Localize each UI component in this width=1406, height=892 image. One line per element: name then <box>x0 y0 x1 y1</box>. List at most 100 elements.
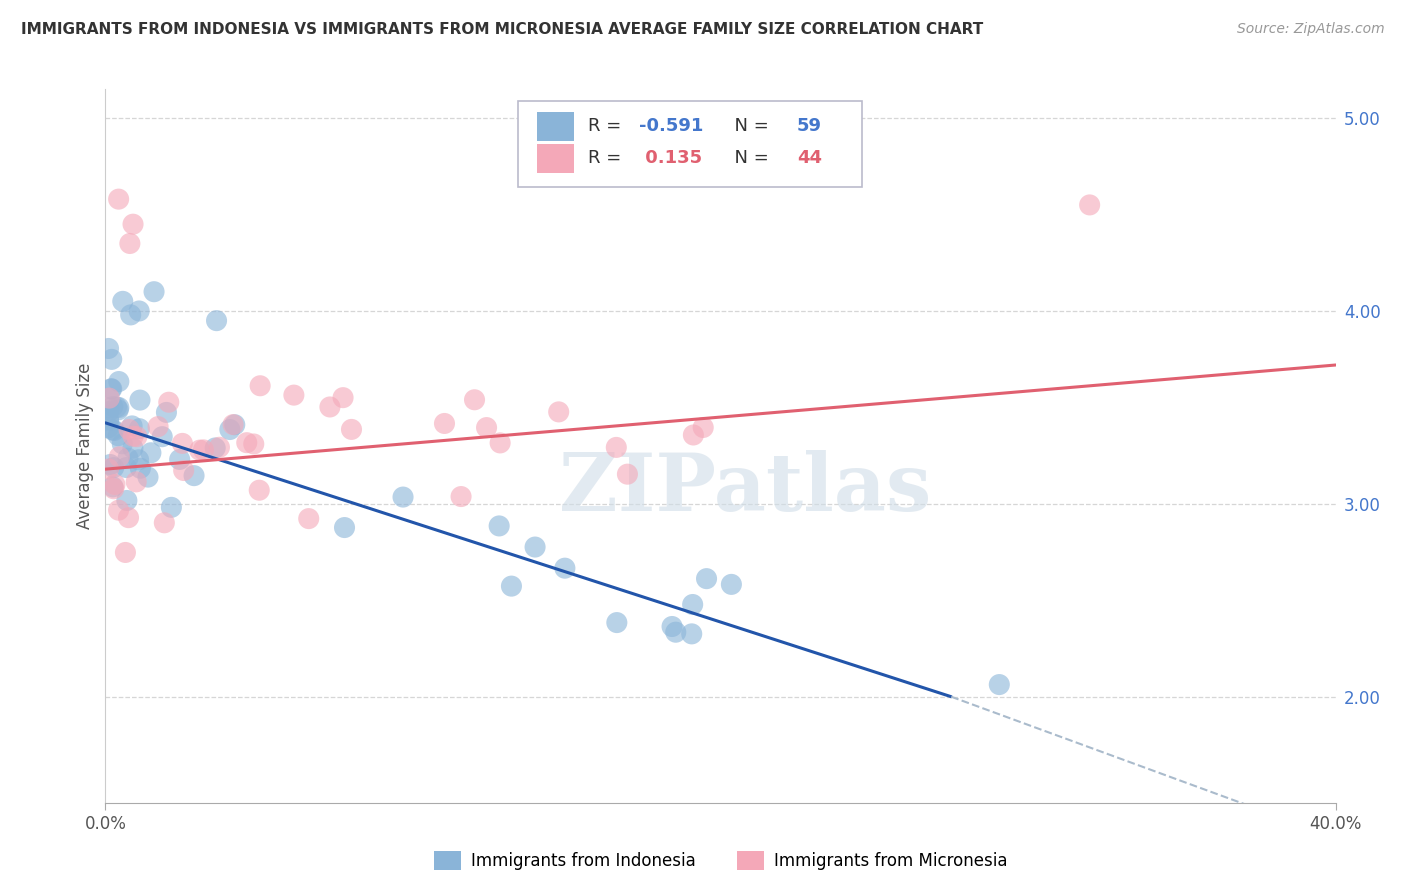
Point <box>97 413 120 427</box>
Text: 44: 44 <box>797 150 823 168</box>
Point <box>103 460 125 475</box>
Point <box>128 422 150 436</box>
Point <box>665 625 688 640</box>
Text: R =: R = <box>588 118 627 136</box>
Point <box>97 421 120 435</box>
Point <box>298 511 321 525</box>
Point <box>146 419 169 434</box>
Point <box>333 520 356 534</box>
Point <box>98 401 121 415</box>
Point <box>489 436 512 450</box>
Point <box>501 579 523 593</box>
Point <box>101 423 124 437</box>
Point <box>125 430 148 444</box>
Point <box>524 540 547 554</box>
Point <box>122 217 145 231</box>
Point <box>150 430 173 444</box>
Point <box>433 417 456 431</box>
Point <box>101 400 124 414</box>
Text: 59: 59 <box>797 118 823 136</box>
Point <box>616 467 638 482</box>
Point <box>682 598 704 612</box>
Point <box>155 405 177 419</box>
Point <box>122 429 145 443</box>
Point <box>107 503 129 517</box>
Point <box>108 450 131 464</box>
Point <box>319 400 342 414</box>
Point <box>392 490 415 504</box>
Point <box>117 510 139 524</box>
Point <box>193 442 215 457</box>
Point <box>129 393 152 408</box>
Point <box>122 441 145 455</box>
Text: N =: N = <box>723 118 775 136</box>
Point <box>249 378 271 392</box>
Point <box>103 424 125 438</box>
Point <box>188 443 211 458</box>
FancyBboxPatch shape <box>537 145 574 173</box>
Point <box>143 285 166 299</box>
Point <box>173 463 195 477</box>
Point <box>222 417 245 432</box>
Point <box>160 500 183 515</box>
Text: IMMIGRANTS FROM INDONESIA VS IMMIGRANTS FROM MICRONESIA AVERAGE FAMILY SIZE CORR: IMMIGRANTS FROM INDONESIA VS IMMIGRANTS … <box>21 22 983 37</box>
Point <box>108 401 131 415</box>
Point <box>98 458 121 472</box>
Point <box>100 382 122 396</box>
Point <box>120 308 142 322</box>
Text: -0.591: -0.591 <box>640 118 704 136</box>
Point <box>205 313 228 327</box>
Point <box>129 461 152 475</box>
Point <box>183 468 205 483</box>
Point <box>117 451 139 466</box>
Point <box>332 391 354 405</box>
Point <box>105 400 128 414</box>
FancyBboxPatch shape <box>537 112 574 141</box>
Point <box>554 561 576 575</box>
Point <box>157 395 180 409</box>
Point <box>172 436 194 450</box>
Point <box>661 619 683 633</box>
Point <box>488 519 510 533</box>
Text: 0.135: 0.135 <box>640 150 703 168</box>
Point <box>97 405 120 419</box>
Point <box>111 437 134 451</box>
Y-axis label: Average Family Size: Average Family Size <box>76 363 94 529</box>
Point <box>204 441 226 455</box>
Point <box>224 417 246 432</box>
Point <box>107 403 129 417</box>
Point <box>606 615 628 630</box>
Point <box>136 470 159 484</box>
Point <box>121 419 143 434</box>
Point <box>547 405 569 419</box>
Point <box>107 192 129 206</box>
Point <box>115 460 138 475</box>
Point <box>101 480 124 494</box>
Point <box>115 493 138 508</box>
Point <box>125 475 148 489</box>
Point <box>108 375 131 389</box>
Text: N =: N = <box>723 150 775 168</box>
Point <box>247 483 270 498</box>
Text: Source: ZipAtlas.com: Source: ZipAtlas.com <box>1237 22 1385 37</box>
Point <box>242 437 264 451</box>
Point <box>340 422 363 436</box>
Point <box>104 477 127 491</box>
Point <box>139 446 162 460</box>
Point <box>103 482 125 496</box>
Point <box>97 462 120 476</box>
Point <box>114 545 136 559</box>
Point <box>605 441 627 455</box>
Point <box>283 388 305 402</box>
Text: R =: R = <box>588 150 627 168</box>
Point <box>681 627 703 641</box>
Point <box>988 677 1011 691</box>
Point <box>118 422 141 436</box>
Point <box>128 452 150 467</box>
Point <box>475 420 498 434</box>
Point <box>128 304 150 318</box>
Point <box>218 423 240 437</box>
Point <box>169 452 191 467</box>
Text: ZIPatlas: ZIPatlas <box>560 450 931 528</box>
Point <box>692 420 714 434</box>
